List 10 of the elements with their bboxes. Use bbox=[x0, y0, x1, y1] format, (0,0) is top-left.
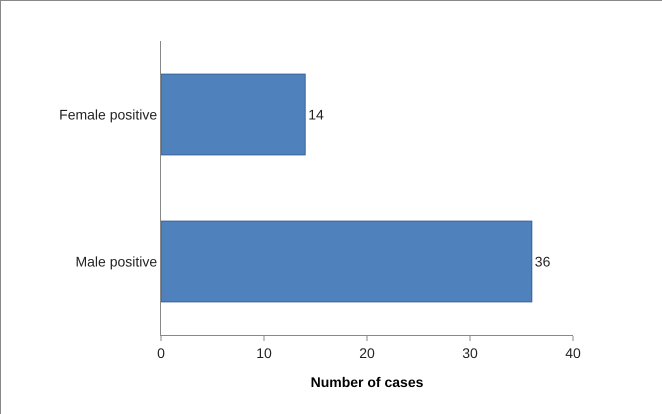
x-tick-label: 10 bbox=[256, 344, 272, 361]
y-tick-label: Male positive bbox=[75, 253, 158, 270]
data-label: 36 bbox=[534, 254, 551, 270]
data-label: 14 bbox=[308, 106, 324, 122]
x-tick-label: 30 bbox=[462, 344, 478, 361]
y-tick-label: Female positive bbox=[59, 106, 158, 122]
x-tick-label: 40 bbox=[565, 344, 581, 361]
x-tick-label: 0 bbox=[157, 344, 166, 361]
x-axis-title: Number of cases bbox=[310, 374, 424, 390]
x-tick-label: 20 bbox=[359, 344, 375, 361]
